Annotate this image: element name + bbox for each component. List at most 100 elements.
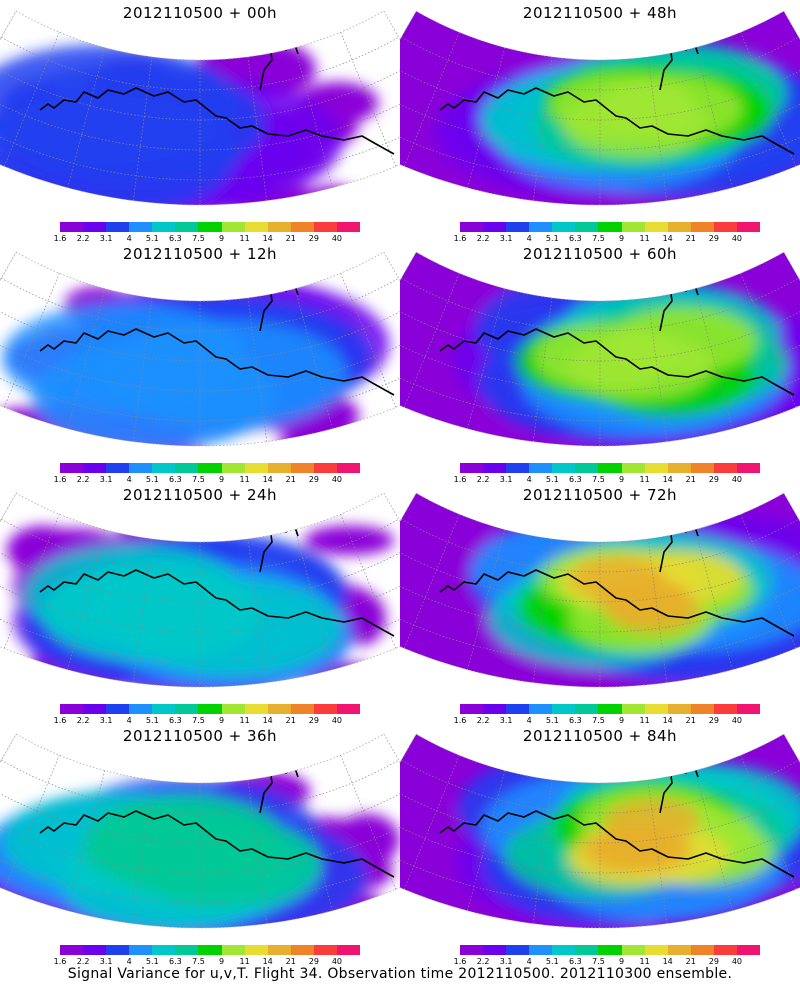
colorbar-label: 29 [308,716,319,725]
colorbar-labels: 1.6 2.2 3.1 4 5.1 6.3 7.5 9 11 14 21 29 40 [454,716,767,726]
colorbar-label: 7.5 [192,957,205,966]
colorbar-swatch [290,945,314,955]
colorbar-label: 5.1 [145,716,159,725]
colorbar-swatch [267,463,291,473]
colorbar-swatch [106,945,130,955]
colorbar-label: 14 [262,716,273,725]
variance-field [400,252,800,447]
forecast-panel: 2012110500 + 24h 1.6 2.2 3.1 4 5.1 6.3 7.5 9 11 14… [0,482,400,727]
colorbar-label: 21 [685,234,696,243]
colorbar-swatch [667,222,691,232]
variance-map [400,10,800,206]
colorbar-swatch [598,704,622,714]
colorbar-swatch [221,222,245,232]
colorbar-label: 29 [708,957,719,966]
colorbar-swatch [83,704,107,714]
domain-outline [400,492,800,688]
colorbar-label: 21 [685,957,696,966]
colorbar-swatch [313,463,337,473]
colorbar-label: 4 [126,957,132,966]
colorbar-label: 2.2 [76,475,90,484]
colorbar-swatch [552,463,576,473]
colorbar-swatch [152,222,176,232]
colorbar-swatch [129,945,153,955]
colorbar-label: 5.1 [545,957,559,966]
colorbar-swatch [552,222,576,232]
panel-title: 2012110500 + 84h [522,727,678,745]
graticule [400,252,800,446]
colorbar-label: 21 [285,957,296,966]
graticule [0,11,400,205]
colorbar-label: 9 [618,716,625,725]
panel-title: 2012110500 + 00h [122,4,278,22]
colorbar-swatch [598,463,622,473]
colorbar-label: 21 [285,475,296,484]
domain-outline [0,733,400,929]
colorbar-label: 7.5 [592,957,605,966]
colorbar-swatch [60,945,84,955]
colorbar-label: 5.1 [145,234,159,243]
colorbar-swatch [106,222,130,232]
colorbar-label: 3.1 [499,234,513,243]
forecast-panel: 2012110500 + 48h 1.6 2.2 3.1 4 5.1 6.3 7.5 9 11 14… [400,0,800,245]
colorbar-label: 6.3 [569,234,582,243]
colorbar-label: 29 [308,234,319,243]
colorbar-label: 1.6 [453,234,467,243]
colorbar-label: 2.2 [76,716,90,725]
forecast-panel: 2012110500 + 84h 1.6 2.2 3.1 4 5.1 6.3 7.5 9 11 14… [400,723,800,968]
colorbar-label: 4 [526,716,532,725]
colorbar-swatch [621,704,645,714]
colorbar-swatch [290,463,314,473]
colorbar-label: 3.1 [499,716,513,725]
colorbar-swatch [106,463,130,473]
colorbar-swatch [506,463,530,473]
colorbar-label: 7.5 [592,475,605,484]
colorbar-label: 11 [239,716,250,725]
colorbar-label: 4 [126,716,132,725]
colorbar-swatch [60,222,84,232]
colorbar-label: 11 [639,475,650,484]
colorbar-swatch [506,945,530,955]
colorbar-swatch [736,222,761,232]
variance-map [0,251,400,447]
colorbar-label: 7.5 [192,234,205,243]
forecast-panel: 2012110500 + 12h 1.6 2.2 3.1 4 5.1 6.3 7.5 9 11 14… [0,241,400,486]
colorbar-swatch [667,463,691,473]
panel-title: 2012110500 + 12h [122,245,278,263]
colorbar-swatch [483,704,507,714]
forecast-panel: 2012110500 + 60h 1.6 2.2 3.1 4 5.1 6.3 7.5 9 11 14… [400,241,800,486]
colorbar-label: 3.1 [99,475,113,484]
colorbar-swatch [621,463,645,473]
colorbar [60,945,361,955]
panel-title: 2012110500 + 72h [522,486,678,504]
colorbar [460,222,761,232]
colorbar-label: 29 [708,475,719,484]
colorbar-label: 40 [731,957,743,966]
colorbar-swatch [60,704,84,714]
colorbar-swatch [460,463,484,473]
colorbar-label: 2.2 [76,957,90,966]
colorbar-label: 9 [218,475,225,484]
forecast-panel: 2012110500 + 00h 1.6 2.2 3.1 4 5.1 6.3 7.5 9 11 14… [0,0,400,245]
variance-field [400,734,800,929]
colorbar-swatch [529,222,553,232]
colorbar-label: 14 [662,475,673,484]
variance-map [400,251,800,447]
panel-title: 2012110500 + 24h [122,486,278,504]
panel-title: 2012110500 + 36h [122,727,278,745]
domain-outline [0,10,400,206]
colorbar-label: 9 [218,957,225,966]
colorbar-swatch [313,222,337,232]
colorbar-label: 5.1 [545,716,559,725]
colorbar-label: 2.2 [476,957,490,966]
colorbar-label: 7.5 [192,716,205,725]
colorbar-swatch [152,463,176,473]
colorbar-swatch [290,222,314,232]
variance-field [0,734,400,929]
panel-title: 2012110500 + 48h [522,4,678,22]
colorbar-swatch [667,704,691,714]
colorbar-label: 6.3 [569,716,582,725]
colorbar-swatch [483,945,507,955]
colorbar-swatch [483,463,507,473]
colorbar-swatch [460,945,484,955]
